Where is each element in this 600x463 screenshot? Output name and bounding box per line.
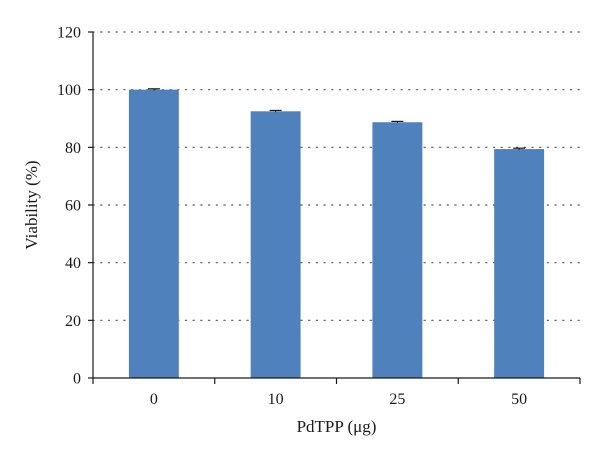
bar <box>250 111 301 379</box>
bar <box>494 149 545 378</box>
x-tick-label: 25 <box>389 391 405 408</box>
y-tick-label: 80 <box>65 140 81 157</box>
axes <box>88 31 581 384</box>
y-tick-label: 0 <box>73 371 81 388</box>
x-tick-label: 0 <box>150 391 158 408</box>
x-axis-title: PdTPP (μg) <box>297 417 377 436</box>
y-tick-labels: 0 20 40 60 80 100 120 <box>57 25 81 388</box>
bar <box>128 89 179 379</box>
y-tick-label: 60 <box>65 198 81 215</box>
bar <box>372 122 423 378</box>
y-tick-label: 40 <box>65 255 81 272</box>
y-tick-label: 20 <box>65 313 81 330</box>
x-tick-label: 50 <box>511 391 527 408</box>
error-bars <box>147 88 526 150</box>
bars <box>128 89 545 379</box>
x-tick-labels: 0 10 25 50 <box>150 391 527 408</box>
y-axis-title: Viability (%) <box>22 160 41 249</box>
y-tick-label: 100 <box>57 82 81 99</box>
y-tick-label: 120 <box>57 25 81 42</box>
x-tick-label: 10 <box>268 391 284 408</box>
